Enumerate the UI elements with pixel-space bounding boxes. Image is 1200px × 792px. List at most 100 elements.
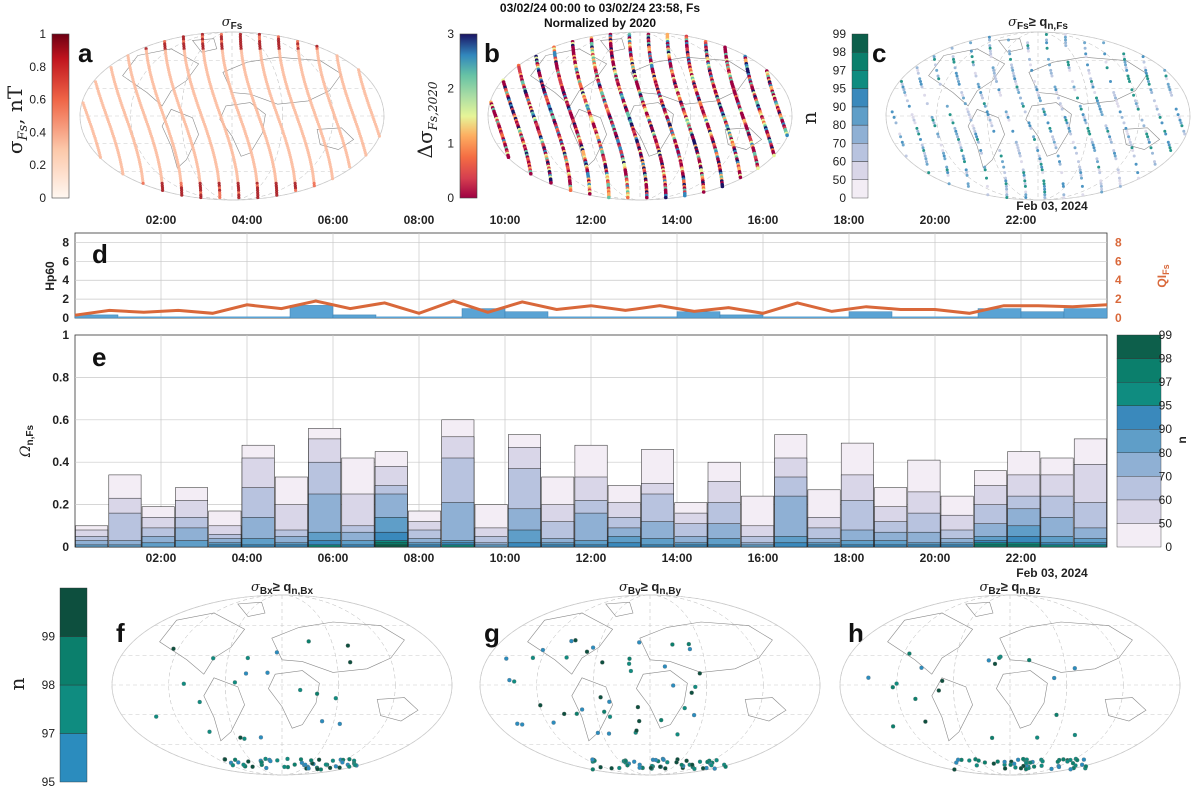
map-c-track-point	[1056, 154, 1060, 158]
continent-outline	[931, 677, 973, 742]
map-a-track-point	[163, 47, 167, 51]
map-c-track-point	[1136, 107, 1140, 111]
map-c-track-point	[1095, 99, 1099, 103]
map-c-track-point	[916, 71, 920, 75]
sigma-exceed-point	[263, 756, 268, 762]
sigma-exceed-point	[982, 760, 988, 765]
map-a-track-point	[307, 94, 311, 98]
map-a-track-point	[289, 158, 293, 162]
colorbar-b	[459, 33, 478, 199]
map-a-track-point	[129, 68, 133, 72]
map-c-track-point	[1080, 176, 1083, 180]
map-a-track-point	[286, 87, 290, 91]
sigma-exceed-point	[609, 766, 614, 771]
map-c-track-point	[1118, 179, 1122, 183]
map-c-track-point	[1097, 104, 1101, 108]
map-c-track-point	[1019, 96, 1022, 100]
map-a-track-point	[183, 120, 187, 124]
colorbar-e-swatch	[1116, 499, 1162, 524]
continent-outline	[222, 56, 342, 105]
map-a-track-point	[97, 148, 101, 152]
panel-label-f: f	[116, 618, 125, 648]
map-a-track-point	[208, 139, 212, 143]
map-c-track-point	[985, 110, 989, 114]
map-a-track-point	[156, 99, 160, 103]
map-a-track-point	[336, 58, 340, 63]
map-c-track-point	[1179, 121, 1183, 125]
map-a-track-point	[249, 151, 253, 155]
map-c-track-point	[1147, 82, 1151, 86]
map-c-track-point	[1004, 176, 1007, 180]
map-c-track-point	[1134, 102, 1138, 106]
continent-outline	[636, 670, 688, 729]
colorbar-c-swatch	[851, 88, 869, 108]
map-a-track-point	[296, 42, 300, 46]
map-c-track-point	[980, 151, 983, 155]
omega-bar-segment	[641, 544, 674, 548]
map-c-track-point	[933, 57, 936, 61]
map-c-track-point	[1052, 140, 1056, 144]
map-a-track-point	[211, 151, 215, 155]
map-c-track-point	[1014, 82, 1018, 86]
map-c-track-point	[1140, 118, 1144, 122]
map-c-track-point	[1064, 38, 1067, 42]
sigma-exceed-point	[345, 643, 351, 648]
map-a-track-point	[360, 139, 364, 143]
map-c-track-point	[1044, 33, 1048, 36]
sigma-exceed-point	[606, 731, 612, 736]
map-c-track-point	[1117, 171, 1121, 175]
map-c-track-point	[901, 143, 905, 147]
map-a	[79, 31, 385, 201]
panel-label-g: g	[484, 618, 500, 648]
map-c-track-point	[1100, 187, 1104, 191]
map-c-track-point	[1005, 193, 1009, 197]
map-c-track-point	[1017, 149, 1021, 152]
map-a-track-point	[272, 169, 277, 174]
map-c-track-point	[956, 77, 960, 81]
map-a-track-point	[167, 70, 171, 74]
map-c-track-point	[1068, 129, 1072, 133]
map-c-track-point	[925, 102, 929, 106]
sigma-exceed-point	[1013, 765, 1018, 770]
map-a-track-point	[327, 99, 331, 103]
map-c-track-point	[1090, 138, 1093, 141]
sigma-exceed-point	[1002, 759, 1007, 765]
colorbar-e-tick: 80	[1159, 446, 1173, 460]
sigma-exceed-point	[714, 758, 719, 763]
map-c-track-point	[1183, 132, 1187, 136]
map-c-track-point	[1005, 196, 1009, 199]
map-a-track-point	[197, 106, 201, 110]
omega-bar-segment	[274, 544, 308, 548]
map-c-track-point	[1125, 129, 1129, 133]
map-c-track-point	[1090, 80, 1093, 83]
map-b-track-point	[568, 188, 573, 192]
map-a-track-point	[218, 188, 222, 192]
map-c-track-point	[1037, 154, 1041, 158]
map-c-track-point	[1128, 80, 1131, 83]
map-c-track-point	[989, 55, 993, 59]
map-a-track-point	[218, 195, 222, 200]
sigma-exceed-point	[316, 757, 322, 762]
sigma-exceed-point	[1015, 757, 1021, 762]
panel-e-x-tick: 20:00	[920, 551, 951, 565]
sigma-exceed-point	[330, 758, 336, 763]
map-a-track-point	[254, 106, 258, 110]
map-a-track-point	[182, 40, 186, 44]
map-a-track-point	[161, 188, 165, 192]
map-c-track-point	[1147, 140, 1151, 144]
map-a-track-point	[259, 120, 263, 124]
map-a-track-point	[210, 89, 214, 93]
map-a-track-point	[355, 125, 359, 129]
map-b-track-point	[529, 171, 533, 176]
map-c-track-point	[963, 102, 967, 106]
map-a-track-point	[112, 77, 116, 81]
panel-e-x-tick: 08:00	[404, 551, 435, 565]
omega-bar-segment	[940, 544, 974, 548]
map-a-track-point	[179, 186, 184, 190]
map-a-track-point	[373, 120, 377, 124]
map-a-track-point	[363, 148, 367, 152]
map-a-track-point	[115, 89, 119, 93]
map-c-track-point	[1076, 96, 1079, 100]
continent-outline	[605, 601, 634, 617]
map-a-track-point	[249, 148, 253, 152]
